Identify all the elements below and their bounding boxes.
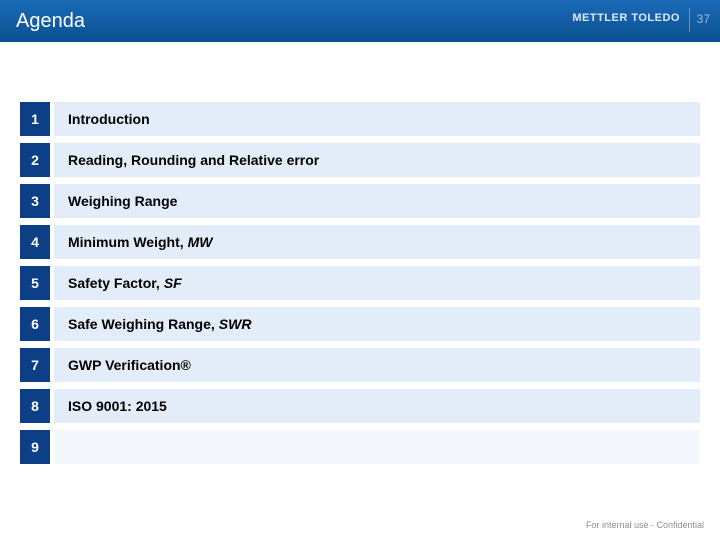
agenda-label: Minimum Weight, xyxy=(68,234,184,250)
agenda-text: Reading, Rounding and Relative error xyxy=(54,143,700,177)
footer-confidential: For internal use - Confidential xyxy=(586,520,704,530)
agenda-text: GWP Verification® xyxy=(54,348,700,382)
agenda-italic: SWR xyxy=(219,316,252,332)
page-divider xyxy=(689,8,690,32)
agenda-label: GWP Verification® xyxy=(68,357,191,373)
agenda-text: Safe Weighing Range, SWR xyxy=(54,307,700,341)
agenda-italic: MW xyxy=(188,234,213,250)
brand-logo-text: METTLER TOLEDO xyxy=(572,12,680,24)
agenda-row: 6 Safe Weighing Range, SWR xyxy=(20,307,700,341)
agenda-number: 6 xyxy=(20,307,50,341)
agenda-text: Weighing Range xyxy=(54,184,700,218)
agenda-row: 9 xyxy=(20,430,700,464)
agenda-number: 8 xyxy=(20,389,50,423)
agenda-row: 8 ISO 9001: 2015 xyxy=(20,389,700,423)
agenda-text: ISO 9001: 2015 xyxy=(54,389,700,423)
agenda-label: Reading, Rounding and Relative error xyxy=(68,152,319,168)
agenda-row: 5 Safety Factor, SF xyxy=(20,266,700,300)
agenda-label: Introduction xyxy=(68,111,150,127)
page-number: 37 xyxy=(697,12,710,26)
agenda-row: 2 Reading, Rounding and Relative error xyxy=(20,143,700,177)
agenda-list: 1 Introduction 2 Reading, Rounding and R… xyxy=(0,102,720,464)
agenda-number: 2 xyxy=(20,143,50,177)
agenda-label: Safe Weighing Range, xyxy=(68,316,215,332)
agenda-row: 3 Weighing Range xyxy=(20,184,700,218)
slide-header: Agenda METTLER TOLEDO 37 xyxy=(0,0,720,42)
agenda-text: Introduction xyxy=(54,102,700,136)
agenda-number: 5 xyxy=(20,266,50,300)
header-title: Agenda xyxy=(16,10,85,33)
agenda-text xyxy=(54,430,700,464)
agenda-text: Safety Factor, SF xyxy=(54,266,700,300)
agenda-number: 3 xyxy=(20,184,50,218)
agenda-label: ISO 9001: 2015 xyxy=(68,398,167,414)
agenda-row: 7 GWP Verification® xyxy=(20,348,700,382)
agenda-label: Weighing Range xyxy=(68,193,177,209)
agenda-row: 1 Introduction xyxy=(20,102,700,136)
agenda-number: 7 xyxy=(20,348,50,382)
agenda-label: Safety Factor, xyxy=(68,275,160,291)
agenda-italic: SF xyxy=(164,275,182,291)
agenda-row: 4 Minimum Weight, MW xyxy=(20,225,700,259)
agenda-number: 4 xyxy=(20,225,50,259)
agenda-number: 1 xyxy=(20,102,50,136)
agenda-number: 9 xyxy=(20,430,50,464)
agenda-text: Minimum Weight, MW xyxy=(54,225,700,259)
